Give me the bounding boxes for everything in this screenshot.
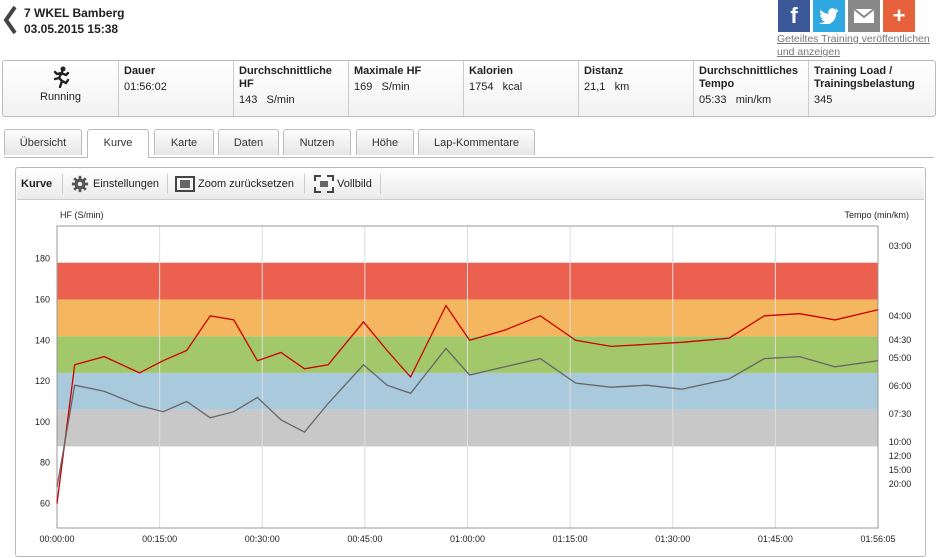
share-link[interactable]: Geteiltes Training veröffentlichen und a…	[777, 33, 930, 58]
gear-icon	[71, 175, 89, 193]
stat-label: Durchschnittliches Tempo	[699, 65, 799, 90]
stat-value: 21,1 km	[584, 81, 630, 93]
tab-benefit[interactable]: Nutzen	[283, 129, 351, 155]
x-tick-label: 00:15:00	[142, 534, 177, 544]
toolbar-separator	[62, 174, 63, 194]
fullscreen-icon	[314, 175, 334, 193]
y-tick-label-left: 160	[35, 294, 50, 304]
y-tick-label-right: 07:30	[889, 409, 912, 419]
y-tick-label-left: 180	[35, 254, 50, 264]
stat-value: 169 S/min	[354, 81, 410, 93]
y-tick-label-right: 15:00	[889, 465, 912, 475]
toolbar-separator	[304, 174, 305, 194]
training-title: 7 WKEL Bamberg	[24, 6, 125, 20]
stat-value: 345	[814, 94, 833, 106]
y-tick-label-left: 60	[40, 499, 50, 509]
stat-value: 1754 kcal	[469, 81, 523, 93]
toolbar-separator	[380, 174, 381, 194]
stat-label: Kalorien	[469, 65, 514, 77]
sport-type: Running	[3, 61, 118, 116]
tab-altitude[interactable]: Höhe	[356, 129, 414, 155]
stat-value: 143 S/min	[239, 94, 295, 106]
mail-icon[interactable]	[848, 0, 880, 32]
fullscreen-label: Vollbild	[337, 178, 372, 190]
chart-toolbar: Kurve Einstellungen Zoom zurücksetzen Vo…	[17, 169, 924, 200]
y-tick-label-right: 04:00	[889, 311, 912, 321]
stat-avg-pace: Durchschnittliches Tempo 05:33 min/km	[693, 61, 808, 116]
tab-overview[interactable]: Übersicht	[4, 129, 82, 155]
y-tick-label-left: 80	[40, 458, 50, 468]
stat-label: Durchschnittliche HF	[239, 65, 332, 90]
plus-icon[interactable]: +	[883, 0, 915, 32]
x-tick-label: 00:45:00	[347, 534, 382, 544]
tab-data[interactable]: Daten	[218, 129, 279, 155]
x-tick-label: 01:56:05	[860, 534, 895, 544]
y-tick-label-right: 05:00	[889, 353, 912, 363]
y-tick-label-right: 12:00	[889, 451, 912, 461]
stat-label: Dauer	[124, 65, 156, 77]
stat-value: 05:33 min/km	[699, 94, 772, 106]
settings-label: Einstellungen	[93, 178, 160, 190]
zoom-reset-label: Zoom zurücksetzen	[198, 178, 294, 190]
runner-icon	[53, 66, 69, 89]
stat-label: Maximale HF	[354, 65, 422, 77]
y-tick-label-left: 100	[35, 417, 50, 427]
tab-lap-comments[interactable]: Lap-Kommentare	[418, 129, 535, 155]
x-tick-label: 00:30:00	[245, 534, 280, 544]
training-datetime: 03.05.2015 15:38	[24, 22, 119, 36]
y-tick-label-right: 03:00	[889, 241, 912, 251]
settings-button[interactable]: Einstellungen	[70, 175, 159, 193]
toolbar-title: Kurve	[21, 178, 53, 190]
stat-duration: Dauer 01:56:02	[118, 61, 233, 116]
y-tick-label-left: 120	[35, 376, 50, 386]
share-buttons: f +	[778, 0, 915, 32]
stat-avg-hr: Durchschnittliche HF 143 S/min	[233, 61, 348, 116]
tab-curve[interactable]: Kurve	[87, 129, 149, 158]
stats-bar: Running Dauer 01:56:02 Durchschnittliche…	[2, 60, 936, 117]
y-tick-label-right: 10:00	[889, 437, 912, 447]
back-arrow-icon[interactable]	[2, 5, 18, 35]
hr-series-line	[56, 304, 879, 504]
stat-training-load: Training Load / Trainingsbelastung 345	[808, 61, 934, 116]
x-tick-label: 01:30:00	[655, 534, 690, 544]
facebook-icon[interactable]: f	[778, 0, 810, 32]
tab-map[interactable]: Karte	[154, 129, 214, 155]
x-tick-label: 01:45:00	[758, 534, 793, 544]
stat-max-hr: Maximale HF 169 S/min	[348, 61, 463, 116]
toolbar-separator	[167, 174, 168, 194]
zoom-reset-icon	[175, 176, 195, 192]
sport-label: Running	[40, 91, 81, 103]
x-tick-label: 01:00:00	[450, 534, 485, 544]
stat-calories: Kalorien 1754 kcal	[463, 61, 578, 116]
x-tick-label: 01:15:00	[553, 534, 588, 544]
tab-divider	[4, 157, 934, 158]
training-header: 7 WKEL Bamberg 03.05.2015 15:38	[24, 5, 124, 37]
stat-distance: Distanz 21,1 km	[578, 61, 693, 116]
y-axis-left-label: HF (S/min)	[60, 210, 104, 220]
fullscreen-button[interactable]: Vollbild	[314, 175, 372, 193]
stat-value: 01:56:02	[124, 81, 167, 93]
zoom-reset-button[interactable]: Zoom zurücksetzen	[175, 175, 294, 193]
y-tick-label-right: 04:30	[889, 335, 912, 345]
y-axis-right-label: Tempo (min/km)	[844, 210, 909, 220]
y-tick-label-right: 06:00	[889, 381, 912, 391]
twitter-icon[interactable]	[813, 0, 845, 32]
x-tick-label: 00:00:00	[39, 534, 74, 544]
pace-series-line	[56, 347, 879, 488]
plot-border	[56, 225, 879, 529]
stat-label: Training Load / Trainingsbelastung	[814, 65, 915, 90]
y-tick-label-right: 20:00	[889, 479, 912, 489]
y-tick-label-left: 140	[35, 335, 50, 345]
stat-label: Distanz	[584, 65, 624, 77]
